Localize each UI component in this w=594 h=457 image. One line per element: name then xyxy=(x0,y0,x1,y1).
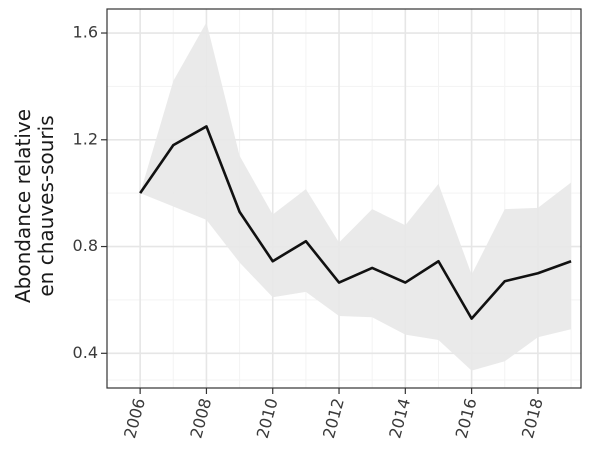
x-tick-label-2006: 2006 xyxy=(120,396,149,440)
x-axis: 2006 2008 2010 2012 2014 2016 2018 xyxy=(120,388,547,440)
y-axis: 0.4 0.8 1.2 1.6 xyxy=(73,23,107,362)
x-tick-label-2010: 2010 xyxy=(253,396,282,440)
x-tick-label-2012: 2012 xyxy=(319,396,348,440)
x-tick-label-2008: 2008 xyxy=(186,396,215,440)
series-line xyxy=(139,125,572,320)
x-tick-label-2014: 2014 xyxy=(385,396,414,440)
confidence-ribbon xyxy=(140,22,572,371)
y-tick-label-1: 0.8 xyxy=(73,236,98,255)
y-tick-label-3: 1.6 xyxy=(73,23,98,42)
panel-border xyxy=(106,8,582,389)
y-tick-label-2: 1.2 xyxy=(73,129,98,148)
y-tick-label-0: 0.4 xyxy=(73,343,98,362)
x-tick-label-2016: 2016 xyxy=(452,396,481,440)
x-tick-label-2018: 2018 xyxy=(518,396,547,440)
y-axis-title-line-2: en chauves-souris xyxy=(34,115,58,296)
y-axis-title-line-1: Abondance relative xyxy=(11,109,35,303)
